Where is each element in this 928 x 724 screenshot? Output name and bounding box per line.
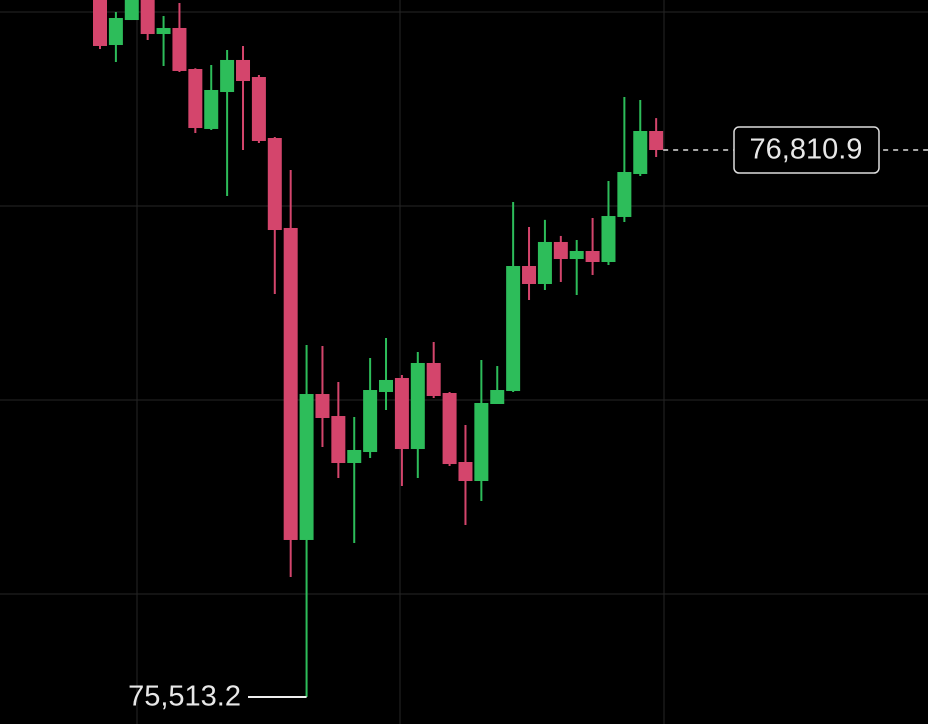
candle-body (649, 131, 664, 151)
candle-body (140, 0, 155, 35)
candle-body (93, 0, 107, 46)
candle-body (506, 266, 521, 392)
candle-body (633, 131, 648, 174)
candle-body (347, 449, 362, 464)
candle-body (553, 241, 568, 260)
candle-body (585, 250, 600, 263)
candle-body (410, 362, 425, 450)
low-marker-label: 75,513.2 (128, 681, 241, 713)
candle-body (315, 394, 330, 418)
candle-body (601, 216, 616, 263)
candle-body (188, 68, 203, 129)
candle-body (172, 27, 187, 71)
candle-body (204, 89, 219, 129)
candle-body (156, 27, 171, 35)
candle-body (442, 393, 457, 465)
candle-body (569, 250, 584, 260)
candle-body (426, 362, 441, 396)
candle-body (251, 77, 266, 141)
candle-body (537, 241, 552, 285)
candle-body (124, 0, 139, 21)
candle-body (379, 379, 394, 392)
candle-body (474, 402, 489, 482)
last-price-box (733, 126, 880, 174)
candle-body (299, 394, 314, 540)
candle-body (490, 390, 505, 405)
candle-body (458, 461, 473, 482)
candle-body (522, 266, 537, 285)
candle-body (363, 390, 378, 453)
candle-body (220, 59, 235, 93)
candle-body (236, 59, 251, 82)
candle-body (283, 227, 298, 540)
candle-body (108, 17, 123, 46)
candle-body (617, 172, 632, 217)
candle-body (394, 377, 409, 450)
candle-body (267, 137, 282, 231)
last-price-label: 76,810.9 (750, 134, 863, 166)
candle-body (331, 416, 346, 464)
